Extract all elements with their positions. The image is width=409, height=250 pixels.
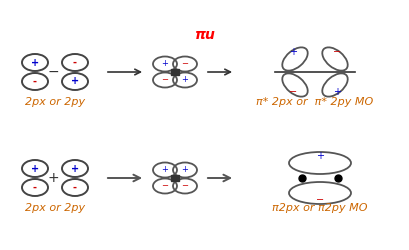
Text: +: + <box>71 76 79 86</box>
Text: −: − <box>47 65 58 79</box>
Text: -: - <box>33 182 37 192</box>
Text: +: + <box>315 151 323 161</box>
Text: −: − <box>332 47 340 57</box>
Text: πu: πu <box>194 28 215 42</box>
Text: π2px or π2py MO: π2px or π2py MO <box>272 203 367 213</box>
Text: +: + <box>31 164 39 173</box>
Text: −: − <box>161 182 168 190</box>
Text: +: + <box>31 58 39 68</box>
Bar <box>171 69 179 75</box>
Bar <box>171 175 179 181</box>
Text: -: - <box>73 182 77 192</box>
Text: −: − <box>288 87 297 97</box>
Text: π* 2px or  π* 2py MO: π* 2px or π* 2py MO <box>256 97 373 107</box>
Text: +: + <box>181 76 188 84</box>
Text: +: + <box>288 47 296 57</box>
Text: +: + <box>71 164 79 173</box>
Text: +: + <box>332 87 340 97</box>
Text: −: − <box>315 195 323 205</box>
Text: 2px or 2py: 2px or 2py <box>25 97 85 107</box>
Text: 2px or 2py: 2px or 2py <box>25 203 85 213</box>
Text: +: + <box>47 171 58 185</box>
Text: -: - <box>73 58 77 68</box>
Text: −: − <box>161 76 168 84</box>
Text: +: + <box>181 166 188 174</box>
Text: −: − <box>181 182 188 190</box>
Text: −: − <box>181 60 188 68</box>
Text: +: + <box>161 60 168 68</box>
Text: -: - <box>33 76 37 86</box>
Text: +: + <box>161 166 168 174</box>
